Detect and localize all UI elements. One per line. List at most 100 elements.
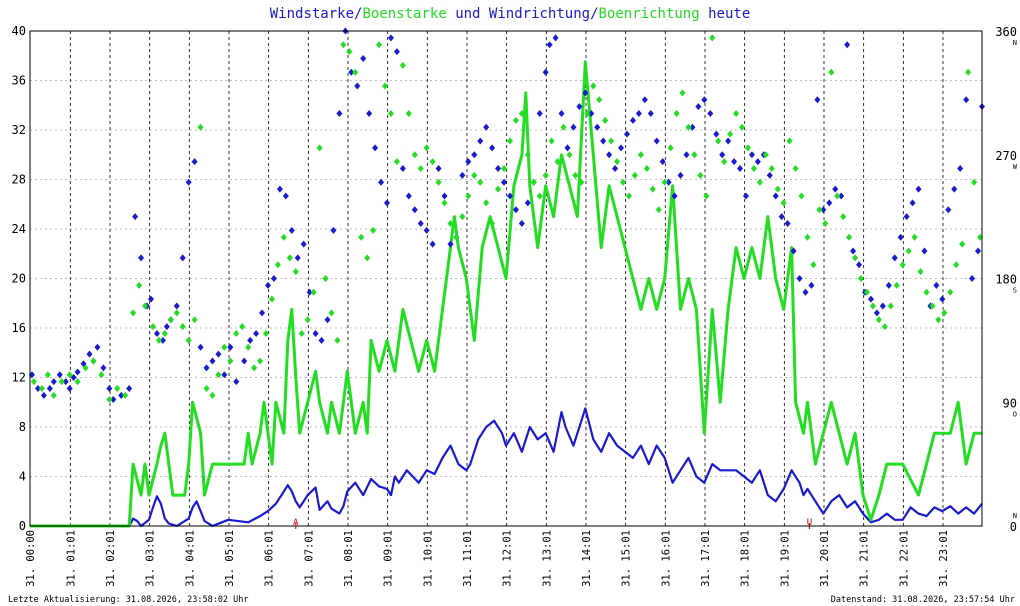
series-point-windrichtung xyxy=(288,226,295,234)
series-line-boenstarke xyxy=(30,60,982,528)
series-point-windrichtung xyxy=(933,281,940,289)
series-point-windrichtung xyxy=(282,192,289,200)
series-point-boenrichtung xyxy=(30,378,37,386)
y-left-tick-label: 4 xyxy=(19,470,26,484)
series-point-boenrichtung xyxy=(370,226,377,234)
axes: 0 4 8 12 16 20 24 28 32 36 40 31. 00:00 31. 01:01 31.… xyxy=(12,24,1018,587)
series-point-windrichtung xyxy=(247,336,254,344)
series-point-windrichtung xyxy=(742,192,749,200)
series-point-windrichtung xyxy=(276,185,283,193)
series-point-boenrichtung xyxy=(631,171,638,179)
series-point-windrichtung xyxy=(623,130,630,138)
series-point-boenrichtung xyxy=(191,316,198,324)
series-point-boenrichtung xyxy=(453,233,460,241)
series-point-boenrichtung xyxy=(709,34,716,42)
series-point-boenrichtung xyxy=(82,364,89,372)
series-point-boenrichtung xyxy=(566,151,573,159)
series-point-boenrichtung xyxy=(167,316,174,324)
series-point-boenrichtung xyxy=(584,110,591,117)
series-point-boenrichtung xyxy=(917,268,924,276)
series-point-windrichtung xyxy=(582,89,589,97)
series-point-windrichtung xyxy=(879,302,886,310)
series-point-boenrichtung xyxy=(602,116,609,124)
x-tick-label: 31. 19:01 xyxy=(779,530,791,587)
series-point-windrichtung xyxy=(606,151,613,159)
series-point-windrichtung xyxy=(209,357,216,365)
series-point-boenrichtung xyxy=(411,151,418,159)
series-point-boenrichtung xyxy=(691,151,698,159)
series-point-boenrichtung xyxy=(786,137,793,145)
compass-label: S xyxy=(1013,287,1017,295)
title-part: und xyxy=(447,6,489,22)
series-point-boenrichtung xyxy=(292,268,299,276)
series-point-boenrichtung xyxy=(334,336,341,344)
series-point-boenrichtung xyxy=(106,396,113,403)
series-point-boenrichtung xyxy=(185,336,192,344)
title-part: Windrichtung xyxy=(489,6,590,22)
series-point-windrichtung xyxy=(915,185,922,193)
series-point-windrichtung xyxy=(873,309,880,317)
series-point-windrichtung xyxy=(635,110,642,117)
series-point-boenrichtung xyxy=(673,110,680,117)
y-right-tick-label: 360 xyxy=(995,25,1017,39)
series-point-boenrichtung xyxy=(90,357,97,365)
series-point-boenrichtung xyxy=(98,371,105,379)
series-point-windrichtung xyxy=(659,158,666,166)
series-point-boenrichtung xyxy=(251,364,258,372)
series-point-boenrichtung xyxy=(923,288,930,296)
series-point-boenrichtung xyxy=(852,254,859,262)
series-point-windrichtung xyxy=(227,343,234,351)
series-point-boenrichtung xyxy=(209,391,216,399)
series-point-windrichtung xyxy=(318,336,325,344)
series-point-boenrichtung xyxy=(304,316,311,324)
series-point-boenrichtung xyxy=(179,323,186,331)
y-left-tick-label: 24 xyxy=(12,222,26,236)
series-point-windrichtung xyxy=(46,385,53,392)
series-point-boenrichtung xyxy=(203,385,210,392)
series-point-boenrichtung xyxy=(649,185,656,193)
y-left-tick-label: 28 xyxy=(12,173,26,187)
series-point-boenrichtung xyxy=(245,343,252,351)
series-point-boenrichtung xyxy=(620,178,627,186)
series-point-windrichtung xyxy=(647,110,654,117)
series-point-windrichtung xyxy=(330,226,337,234)
marker-label: U xyxy=(807,518,812,528)
series-point-boenrichtung xyxy=(756,178,763,186)
series-point-windrichtung xyxy=(147,295,154,303)
series-point-windrichtung xyxy=(778,213,785,221)
series-point-windrichtung xyxy=(411,206,418,214)
series-point-boenrichtung xyxy=(524,151,531,159)
series-point-windrichtung xyxy=(348,68,355,76)
series-point-boenrichtung xyxy=(840,213,847,221)
series-point-boenrichtung xyxy=(608,137,615,145)
series-point-boenrichtung xyxy=(887,302,894,310)
series-point-windrichtung xyxy=(163,323,170,331)
series-point-boenrichtung xyxy=(346,48,353,56)
series-point-boenrichtung xyxy=(655,206,662,214)
series-point-windrichtung xyxy=(677,171,684,179)
series-point-boenrichtung xyxy=(393,158,400,166)
series-point-boenrichtung xyxy=(58,378,65,386)
series-point-windrichtung xyxy=(106,385,113,392)
series-point-boenrichtung xyxy=(822,220,829,227)
series-point-boenrichtung xyxy=(560,123,567,131)
series-point-boenrichtung xyxy=(810,261,817,269)
series-point-windrichtung xyxy=(641,96,648,104)
y-left-tick-label: 16 xyxy=(12,321,26,335)
series-point-boenrichtung xyxy=(869,302,876,310)
series-point-boenrichtung xyxy=(423,144,430,152)
y-left-tick-label: 8 xyxy=(19,420,26,434)
series-point-windrichtung xyxy=(393,48,400,56)
series-point-boenrichtung xyxy=(792,165,799,172)
series-point-boenrichtung xyxy=(744,144,751,152)
series-point-windrichtung xyxy=(294,254,301,262)
series-point-boenrichtung xyxy=(136,281,143,289)
series-point-boenrichtung xyxy=(953,261,960,269)
series-point-windrichtung xyxy=(86,350,93,358)
series-point-boenrichtung xyxy=(697,171,704,179)
compass-label: N xyxy=(1013,512,1017,520)
series-point-windrichtung xyxy=(423,226,430,234)
series-point-windrichtung xyxy=(796,275,803,282)
series-point-windrichtung xyxy=(378,178,385,186)
